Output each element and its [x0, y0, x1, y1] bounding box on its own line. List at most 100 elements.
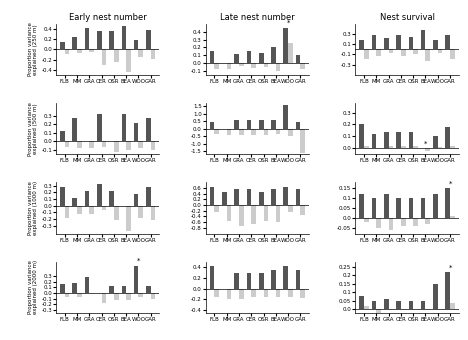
- Bar: [102, 206, 106, 209]
- Text: *: *: [448, 181, 452, 187]
- Bar: [114, 206, 118, 220]
- Bar: [247, 120, 251, 129]
- Bar: [122, 114, 126, 141]
- Bar: [364, 146, 369, 148]
- Bar: [359, 296, 364, 309]
- Bar: [388, 218, 393, 230]
- Bar: [60, 187, 65, 206]
- Bar: [421, 198, 425, 218]
- Bar: [210, 187, 214, 205]
- Bar: [372, 301, 376, 309]
- Bar: [446, 272, 450, 309]
- Bar: [413, 146, 418, 148]
- Bar: [396, 132, 401, 148]
- Bar: [85, 277, 89, 293]
- Bar: [372, 35, 376, 49]
- Bar: [146, 286, 151, 293]
- Bar: [151, 141, 155, 150]
- Bar: [227, 289, 231, 299]
- Title: Late nest number: Late nest number: [220, 13, 295, 22]
- Bar: [271, 270, 276, 289]
- Bar: [126, 141, 131, 150]
- Bar: [446, 127, 450, 148]
- Bar: [251, 129, 256, 135]
- Bar: [234, 54, 239, 63]
- Bar: [77, 49, 82, 53]
- Bar: [413, 218, 418, 226]
- Bar: [364, 49, 369, 58]
- Bar: [134, 123, 139, 141]
- Bar: [450, 49, 455, 58]
- Bar: [359, 40, 364, 49]
- Bar: [284, 187, 288, 205]
- Bar: [234, 189, 239, 205]
- Bar: [214, 289, 219, 296]
- Bar: [300, 63, 305, 69]
- Bar: [276, 63, 280, 71]
- Bar: [409, 132, 413, 148]
- Bar: [210, 51, 214, 63]
- Bar: [450, 216, 455, 218]
- Bar: [409, 198, 413, 218]
- Bar: [296, 189, 300, 205]
- Bar: [239, 205, 244, 226]
- Bar: [276, 129, 280, 134]
- Bar: [376, 309, 381, 313]
- Bar: [214, 205, 219, 212]
- Bar: [421, 301, 425, 309]
- Bar: [300, 129, 305, 153]
- Bar: [288, 129, 293, 136]
- Bar: [210, 266, 214, 289]
- Bar: [239, 289, 244, 299]
- Bar: [251, 289, 256, 296]
- Bar: [247, 51, 251, 63]
- Y-axis label: Proportion variance
explained (250 m): Proportion variance explained (250 m): [28, 22, 38, 76]
- Bar: [259, 53, 263, 63]
- Bar: [126, 49, 131, 72]
- Bar: [425, 49, 430, 61]
- Bar: [234, 120, 239, 129]
- Bar: [109, 32, 114, 49]
- Bar: [259, 192, 263, 205]
- Bar: [396, 35, 401, 49]
- Bar: [89, 49, 94, 52]
- Bar: [396, 198, 401, 218]
- Bar: [214, 129, 219, 134]
- Bar: [227, 63, 231, 69]
- Bar: [239, 129, 244, 135]
- Bar: [288, 44, 293, 63]
- Bar: [263, 129, 268, 135]
- Bar: [109, 191, 114, 206]
- Bar: [77, 141, 82, 148]
- Text: *: *: [286, 20, 290, 26]
- Bar: [139, 206, 143, 218]
- Bar: [372, 198, 376, 218]
- Bar: [146, 118, 151, 141]
- Bar: [102, 141, 106, 147]
- Bar: [263, 63, 268, 67]
- Text: *: *: [137, 258, 140, 264]
- Bar: [401, 146, 406, 148]
- Bar: [259, 120, 263, 129]
- Bar: [77, 206, 82, 214]
- Bar: [251, 63, 256, 68]
- Bar: [65, 206, 69, 218]
- Bar: [433, 136, 438, 148]
- Bar: [409, 37, 413, 49]
- Bar: [300, 205, 305, 215]
- Bar: [239, 63, 244, 66]
- Bar: [89, 141, 94, 148]
- Bar: [384, 38, 388, 49]
- Bar: [296, 122, 300, 129]
- Bar: [271, 189, 276, 205]
- Bar: [73, 198, 77, 206]
- Bar: [73, 283, 77, 293]
- Bar: [446, 35, 450, 49]
- Bar: [376, 218, 381, 227]
- Text: *: *: [448, 264, 452, 270]
- Bar: [288, 289, 293, 296]
- Bar: [396, 301, 401, 309]
- Bar: [388, 49, 393, 53]
- Bar: [247, 189, 251, 205]
- Bar: [109, 286, 114, 293]
